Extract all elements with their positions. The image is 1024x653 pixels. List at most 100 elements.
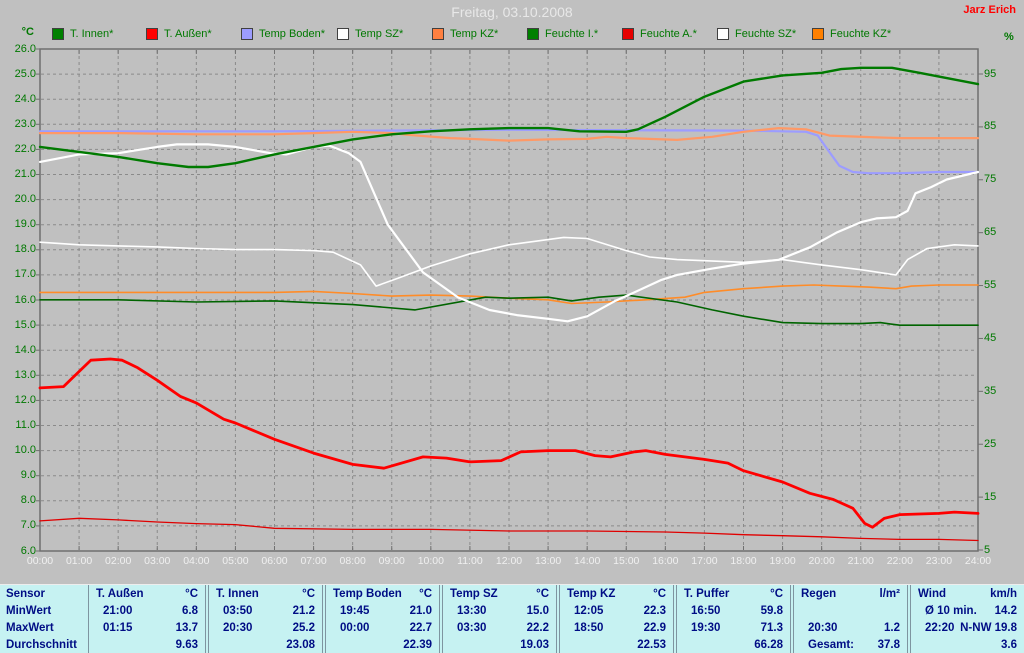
table-sensor-name: Temp KZ bbox=[567, 588, 616, 600]
table-cell-time: 22:20 bbox=[925, 622, 955, 634]
y2-axis-tick-label: 85 bbox=[984, 120, 997, 133]
table-sensor-unit: °C bbox=[653, 588, 666, 600]
table-row-label: MinWert bbox=[6, 605, 52, 617]
y-axis-tick-label: 16.0 bbox=[14, 293, 36, 306]
table-sensor-name: Temp SZ bbox=[450, 588, 498, 600]
legend-label: Feuchte A.* bbox=[640, 28, 697, 40]
table-row-label: MaxWert bbox=[6, 622, 54, 634]
y-axis-tick-label: 14.0 bbox=[14, 343, 36, 356]
x-axis-tick-label: 15:00 bbox=[613, 555, 640, 567]
table-cell-value: 15.0 bbox=[526, 605, 549, 617]
x-axis-tick-label: 22:00 bbox=[886, 555, 913, 567]
x-axis-tick-label: 20:00 bbox=[808, 555, 835, 567]
table-col-regen: Regen l/m² 20:30 1.2 Gesamt: 37.8 bbox=[790, 585, 907, 653]
y-axis-tick-label: 11.0 bbox=[15, 419, 36, 431]
x-axis-tick-label: 16:00 bbox=[652, 555, 679, 567]
table-cell-value: 59.8 bbox=[760, 605, 783, 617]
table-cell-value: 19.03 bbox=[520, 639, 549, 651]
y2-axis-tick-label: 45 bbox=[984, 331, 997, 344]
table-cell-time bbox=[450, 637, 457, 653]
legend-item-t-au-en-: T. Außen* bbox=[146, 28, 212, 40]
table-cell-value: 71.3 bbox=[760, 622, 783, 634]
table-sensor-name: Temp Boden bbox=[333, 588, 402, 600]
table-cell-time bbox=[684, 637, 691, 653]
series-temp-kz bbox=[38, 127, 980, 142]
y-axis-tick-label: 21.0 bbox=[14, 168, 36, 180]
x-axis-tick-label: 17:00 bbox=[691, 555, 718, 567]
table-cell-value: 23.08 bbox=[286, 639, 315, 651]
y-axis-tick-label: 18.0 bbox=[14, 243, 36, 256]
table-cell-time: 03:50 bbox=[223, 605, 253, 617]
y2-axis-tick-label: 65 bbox=[984, 226, 997, 239]
table-col-t-puffer: T. Puffer °C 16:50 59.8 19:30 71.3 66.28 bbox=[673, 585, 790, 653]
table-cell-time: 01:15 bbox=[103, 622, 133, 634]
legend-swatch-icon bbox=[432, 28, 444, 40]
x-axis-tick-label: 21:00 bbox=[847, 555, 874, 567]
table-cell-value: 22.3 bbox=[643, 605, 666, 617]
series-feuchte-a- bbox=[39, 517, 979, 542]
table-cell-value: 22.2 bbox=[526, 622, 549, 634]
y-axis-tick-label: 22.0 bbox=[14, 142, 36, 155]
table-col-temp-kz: Temp KZ °C 12:05 22.3 18:50 22.9 22.53 bbox=[556, 585, 673, 653]
chart-plot bbox=[36, 48, 983, 552]
x-axis-tick-label: 00:00 bbox=[26, 555, 54, 567]
table-cell-time bbox=[567, 637, 574, 653]
legend-swatch-icon bbox=[337, 28, 349, 40]
table-cell-value: N-NW 19.8 bbox=[960, 622, 1017, 634]
y-axis-tick-label: 7.0 bbox=[20, 519, 36, 532]
table-cell-value: 9.63 bbox=[175, 639, 198, 651]
series-feuchte-kz bbox=[39, 284, 979, 305]
table-cell-value: 14.2 bbox=[994, 605, 1017, 617]
series-feuchte-sz bbox=[39, 236, 979, 287]
y-axis-tick-label: 10.0 bbox=[14, 444, 36, 457]
series-feuchte-i- bbox=[39, 294, 979, 327]
table-cell-time bbox=[333, 637, 340, 653]
x-axis-tick-label: 23:00 bbox=[925, 555, 953, 567]
x-axis-tick-label: 06:00 bbox=[261, 555, 288, 567]
table-sensor-name: Wind bbox=[918, 588, 946, 600]
table-cell-time: 13:30 bbox=[457, 605, 487, 617]
legend-label: Feuchte KZ* bbox=[830, 28, 892, 40]
legend-label: Feuchte SZ* bbox=[735, 28, 797, 40]
table-cell-value: 21.2 bbox=[292, 605, 315, 617]
table-sensor-name: T. Puffer bbox=[684, 588, 730, 600]
x-axis-tick-label: 24:00 bbox=[964, 555, 992, 567]
legend-item-feuchte-sz-: Feuchte SZ* bbox=[717, 28, 796, 40]
x-axis-tick-label: 02:00 bbox=[105, 555, 132, 567]
y-axis-tick-label: 24.0 bbox=[14, 92, 36, 105]
table-cell-value: 13.7 bbox=[175, 622, 198, 634]
series-temp-boden bbox=[38, 128, 980, 175]
legend-item-temp-kz-: Temp KZ* bbox=[432, 28, 498, 40]
table-cell-time bbox=[216, 637, 223, 653]
legend-label: T. Außen* bbox=[164, 28, 212, 40]
table-cell-value: 22.7 bbox=[409, 622, 432, 634]
table-sensor-unit: °C bbox=[536, 588, 549, 600]
series-t-au-en bbox=[38, 357, 980, 529]
table-row-label: Sensor bbox=[6, 588, 45, 600]
x-axis-tick-label: 10:00 bbox=[417, 555, 444, 567]
table-sensor-unit: °C bbox=[770, 588, 783, 600]
legend-item-temp-sz-: Temp SZ* bbox=[337, 28, 403, 40]
series-temp-sz bbox=[38, 143, 980, 323]
legend-item-t-innen-: T. Innen* bbox=[52, 28, 113, 40]
table-cell-time bbox=[918, 637, 925, 653]
table-cell-value: 25.2 bbox=[292, 622, 315, 634]
right-axis-unit: % bbox=[1004, 31, 1014, 43]
x-axis-tick-label: 11:00 bbox=[457, 555, 483, 567]
table-cell-time bbox=[96, 637, 103, 653]
table-sensor-name: T. Außen bbox=[96, 588, 144, 600]
page-title: Freitag, 03.10.2008 bbox=[451, 4, 573, 20]
legend-item-feuchte-i-: Feuchte I.* bbox=[527, 28, 598, 40]
legend-item-feuchte-a-: Feuchte A.* bbox=[622, 28, 697, 40]
legend-label: Temp Boden* bbox=[259, 28, 326, 40]
table-col-wind: Wind km/h Ø 10 min. 14.2 22:20 N-NW 19.8 3.6 bbox=[907, 585, 1024, 653]
legend-swatch-icon bbox=[146, 28, 158, 40]
x-axis-tick-label: 05:00 bbox=[222, 555, 249, 567]
x-axis-tick-label: 04:00 bbox=[183, 555, 210, 567]
series-t-innen bbox=[38, 66, 980, 169]
x-axis-tick-label: 19:00 bbox=[769, 555, 796, 567]
x-axis-tick-label: 01:00 bbox=[65, 555, 93, 567]
table-cell-value: 1.2 bbox=[884, 622, 900, 634]
chart-legend: T. Innen* T. Außen* Temp Boden* Temp SZ* Tem… bbox=[0, 28, 1024, 44]
